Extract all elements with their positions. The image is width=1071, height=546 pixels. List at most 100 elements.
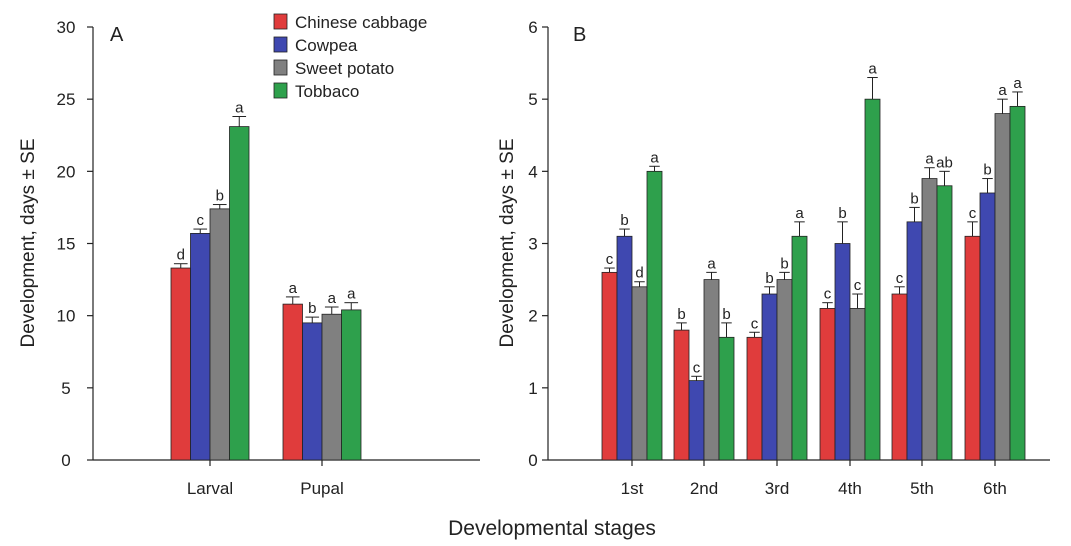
panel-a-significance-letter: a	[328, 290, 337, 307]
panel-a-bar	[302, 322, 323, 461]
panel-b-x-tick-label: 6th	[983, 479, 1007, 498]
panel-b-significance-letter: b	[677, 306, 685, 323]
panel-b-significance-letter: a	[1013, 75, 1022, 92]
panel-b-bar	[791, 235, 808, 461]
panel-a-significance-letter: b	[308, 300, 316, 317]
panel-b-significance-letter: b	[838, 205, 846, 222]
panel-a-chart: A Development, days ± SE 0 5 10 15 20 25 30 Lar…	[18, 18, 480, 498]
panel-a-y-axis-label: Development, days ± SE	[18, 139, 39, 348]
panel-b-bar	[864, 98, 881, 461]
panel-b-y-tick-label: 1	[528, 379, 537, 398]
panel-a-y-tick-label: 25	[57, 90, 76, 109]
panel-b-significance-letter: a	[707, 255, 716, 272]
panel-a-y-tick-label: 20	[57, 162, 76, 181]
panel-b-bar	[616, 235, 633, 461]
panel-a-significance-letter: c	[197, 212, 205, 229]
panel-b-bar	[601, 271, 618, 461]
legend-swatch	[273, 82, 288, 99]
panel-b-bar	[718, 336, 735, 461]
panel-a-y-tick-label: 0	[61, 451, 70, 470]
panel-b-significance-letter: c	[606, 251, 614, 268]
panel-b-significance-letter: a	[795, 205, 804, 222]
panel-b-significance-letter: a	[998, 82, 1007, 99]
panel-b-bar	[776, 279, 793, 461]
panel-a-y-tick-label: 10	[57, 307, 76, 326]
panel-a-bar	[341, 309, 362, 461]
panel-b-x-tick-label: 1st	[621, 479, 644, 498]
panel-a-significance-letter: a	[289, 280, 298, 297]
panel-b-significance-letter: c	[854, 277, 862, 294]
legend-swatch	[273, 36, 288, 53]
panel-a-label: A	[110, 24, 124, 46]
legend: Chinese cabbage Cowpea Sweet potato Tobbaco	[273, 13, 427, 101]
panel-a-bar	[282, 303, 303, 461]
panel-b-significance-letter: b	[983, 162, 991, 179]
panel-b-bar	[1009, 105, 1026, 461]
panel-b-bar	[746, 336, 763, 461]
panel-b-x-tick-label: 3rd	[765, 479, 790, 498]
panel-b-x-tick-label: 2nd	[690, 479, 718, 498]
panel-b-bar	[906, 221, 923, 461]
legend-entry: Cowpea	[295, 36, 358, 55]
panel-b-y-tick-label: 2	[528, 307, 537, 326]
panel-b-significance-letter: b	[910, 190, 918, 207]
panel-a-bar	[190, 232, 211, 461]
panel-b-bar	[891, 293, 908, 461]
panel-b-bar	[646, 170, 663, 461]
panel-b-bar	[819, 308, 836, 461]
panel-b-significance-letter: b	[765, 270, 773, 287]
panel-a-bar	[321, 313, 342, 461]
panel-b-label: B	[573, 24, 586, 46]
panel-b-bar	[834, 243, 851, 461]
panel-b-bar	[979, 192, 996, 461]
panel-b-significance-letter: ab	[936, 154, 953, 171]
panel-a-y-tick-label: 5	[61, 379, 70, 398]
legend-swatch	[273, 13, 288, 30]
panel-b-y-tick-label: 0	[528, 451, 537, 470]
panel-a-x-tick-label: Pupal	[300, 479, 343, 498]
panel-b-y-tick-label: 3	[528, 235, 537, 254]
legend-entry: Sweet potato	[295, 59, 394, 78]
panel-b-y-axis-label: Development, days ± SE	[497, 139, 518, 348]
panel-a-x-tick-label: Larval	[187, 479, 233, 498]
panel-b-y-tick-label: 4	[528, 162, 537, 181]
panel-b-bar	[936, 185, 953, 461]
panel-b-y-tick-label: 5	[528, 90, 537, 109]
panel-b-bar	[673, 329, 690, 461]
panel-b-bar	[761, 293, 778, 461]
panel-b-significance-letter: d	[635, 265, 643, 282]
panel-a-y-tick-label: 30	[57, 18, 76, 37]
panel-b-bar	[964, 235, 981, 461]
panel-b-significance-letter: a	[868, 61, 877, 78]
panel-b-significance-letter: c	[824, 286, 832, 303]
panel-a-y-tick-label: 15	[57, 235, 76, 254]
panel-b-x-tick-label: 5th	[910, 479, 934, 498]
panel-a-significance-letter: a	[347, 286, 356, 303]
panel-b-y-tick-label: 6	[528, 18, 537, 37]
x-axis-title: Developmental stages	[448, 517, 656, 540]
panel-b-significance-letter: b	[780, 255, 788, 272]
legend-entry: Chinese cabbage	[295, 13, 427, 32]
panel-b-x-tick-label: 4th	[838, 479, 862, 498]
panel-b-chart: B Development, days ± SE 0 1 2 3 4 5 6 1st c b d a 2…	[497, 18, 1050, 498]
legend-entry: Tobbaco	[295, 82, 359, 101]
panel-a-bar	[229, 126, 250, 461]
panel-b-significance-letter: a	[650, 149, 659, 166]
panel-a-bar	[209, 208, 230, 461]
panel-b-bar	[631, 286, 648, 461]
panel-b-bar	[921, 178, 938, 461]
panel-b-significance-letter: b	[620, 212, 628, 229]
panel-a-significance-letter: d	[177, 247, 185, 264]
panel-b-significance-letter: a	[925, 151, 934, 168]
panel-b-bar	[849, 308, 866, 461]
panel-a-significance-letter: a	[235, 99, 244, 116]
panel-a-bar	[170, 267, 191, 461]
panel-b-bar	[688, 380, 705, 461]
panel-b-bar	[994, 113, 1011, 461]
panel-b-significance-letter: b	[722, 306, 730, 323]
panel-b-significance-letter: c	[693, 359, 701, 376]
panel-b-bar	[703, 279, 720, 461]
panel-b-significance-letter: c	[969, 205, 977, 222]
panel-b-significance-letter: c	[896, 270, 904, 287]
